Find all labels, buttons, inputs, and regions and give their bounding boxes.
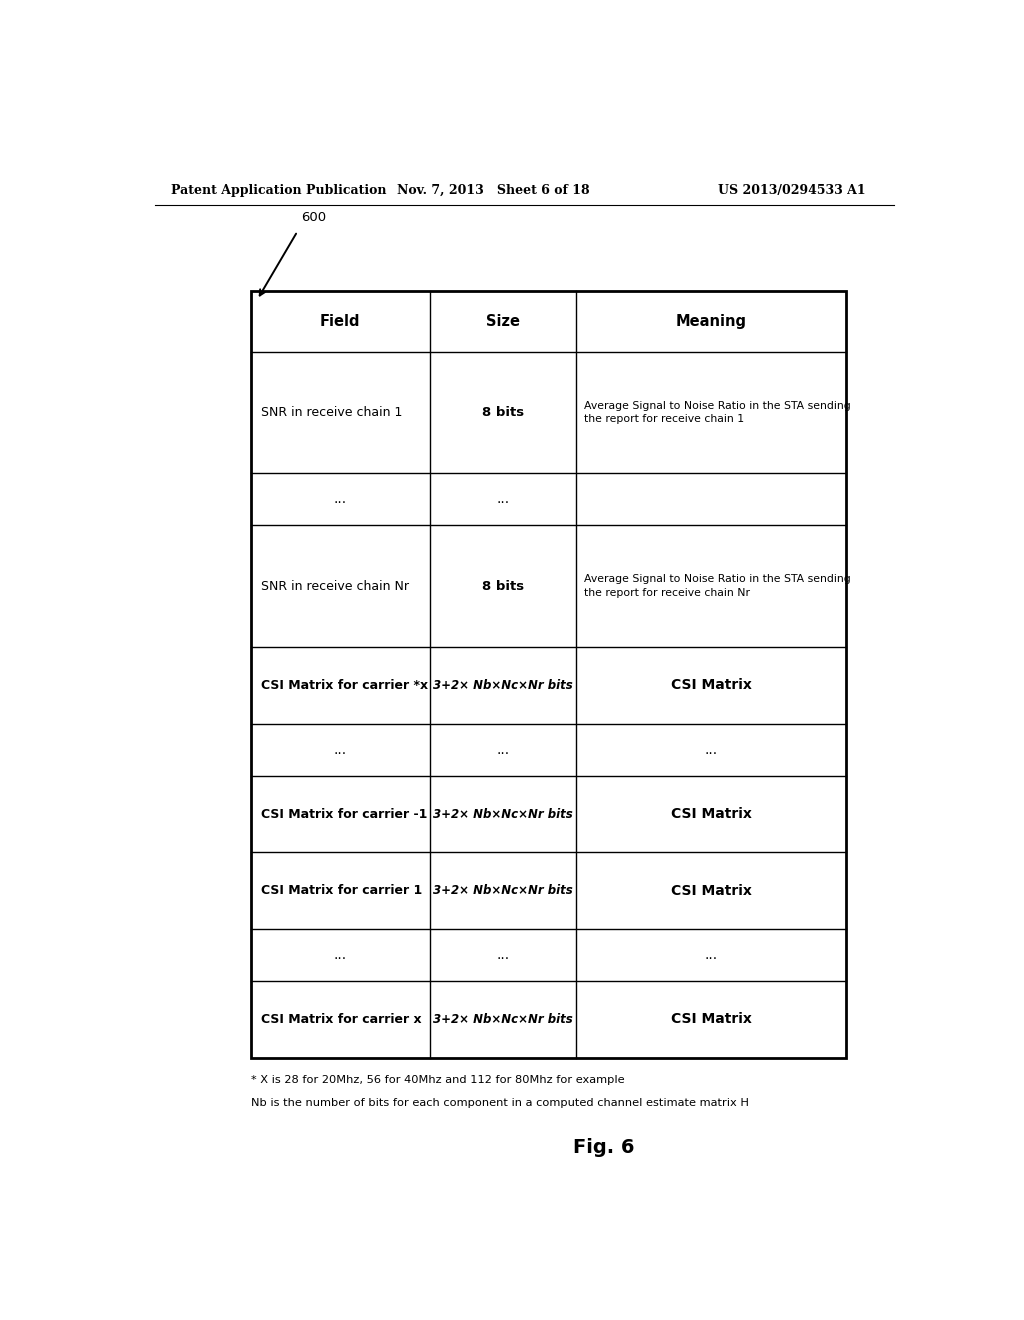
Text: Field: Field bbox=[321, 314, 360, 329]
Text: Average Signal to Noise Ratio in the STA sending
the report for receive chain Nr: Average Signal to Noise Ratio in the STA… bbox=[584, 574, 851, 598]
Text: ...: ... bbox=[334, 492, 347, 507]
Text: 8 bits: 8 bits bbox=[482, 579, 524, 593]
Text: CSI Matrix: CSI Matrix bbox=[671, 807, 752, 821]
Text: SNR in receive chain 1: SNR in receive chain 1 bbox=[261, 407, 402, 418]
Text: Fig. 6: Fig. 6 bbox=[573, 1138, 635, 1158]
Text: CSI Matrix: CSI Matrix bbox=[671, 678, 752, 693]
Text: 8 bits: 8 bits bbox=[482, 407, 524, 418]
Text: 3+2× Nb×Nc×Nr bits: 3+2× Nb×Nc×Nr bits bbox=[433, 884, 572, 898]
Text: Meaning: Meaning bbox=[676, 314, 746, 329]
Text: ...: ... bbox=[705, 743, 718, 756]
Text: Nb is the number of bits for each component in a computed channel estimate matri: Nb is the number of bits for each compon… bbox=[251, 1098, 749, 1107]
Text: CSI Matrix for carrier x: CSI Matrix for carrier x bbox=[261, 1012, 422, 1026]
Text: Patent Application Publication: Patent Application Publication bbox=[171, 185, 386, 197]
Text: 3+2× Nb×Nc×Nr bits: 3+2× Nb×Nc×Nr bits bbox=[433, 808, 572, 821]
Text: SNR in receive chain Nr: SNR in receive chain Nr bbox=[261, 579, 409, 593]
Text: * X is 28 for 20Mhz, 56 for 40Mhz and 112 for 80Mhz for example: * X is 28 for 20Mhz, 56 for 40Mhz and 11… bbox=[251, 1074, 625, 1085]
Text: 3+2× Nb×Nc×Nr bits: 3+2× Nb×Nc×Nr bits bbox=[433, 678, 572, 692]
Text: ...: ... bbox=[334, 948, 347, 962]
Text: ...: ... bbox=[497, 743, 510, 756]
Bar bbox=[251, 290, 846, 1057]
Text: CSI Matrix: CSI Matrix bbox=[671, 1012, 752, 1027]
Text: ...: ... bbox=[497, 492, 510, 507]
Text: 600: 600 bbox=[301, 211, 327, 224]
Text: ...: ... bbox=[705, 948, 718, 962]
Text: ...: ... bbox=[497, 948, 510, 962]
Text: US 2013/0294533 A1: US 2013/0294533 A1 bbox=[719, 185, 866, 197]
Text: Size: Size bbox=[486, 314, 520, 329]
Text: CSI Matrix for carrier *x: CSI Matrix for carrier *x bbox=[261, 678, 428, 692]
Text: ...: ... bbox=[334, 743, 347, 756]
Text: Nov. 7, 2013   Sheet 6 of 18: Nov. 7, 2013 Sheet 6 of 18 bbox=[396, 185, 590, 197]
Text: CSI Matrix for carrier 1: CSI Matrix for carrier 1 bbox=[261, 884, 422, 898]
Text: Average Signal to Noise Ratio in the STA sending
the report for receive chain 1: Average Signal to Noise Ratio in the STA… bbox=[584, 401, 851, 424]
Text: 3+2× Nb×Nc×Nr bits: 3+2× Nb×Nc×Nr bits bbox=[433, 1012, 572, 1026]
Text: CSI Matrix: CSI Matrix bbox=[671, 884, 752, 898]
Text: CSI Matrix for carrier -1: CSI Matrix for carrier -1 bbox=[261, 808, 427, 821]
